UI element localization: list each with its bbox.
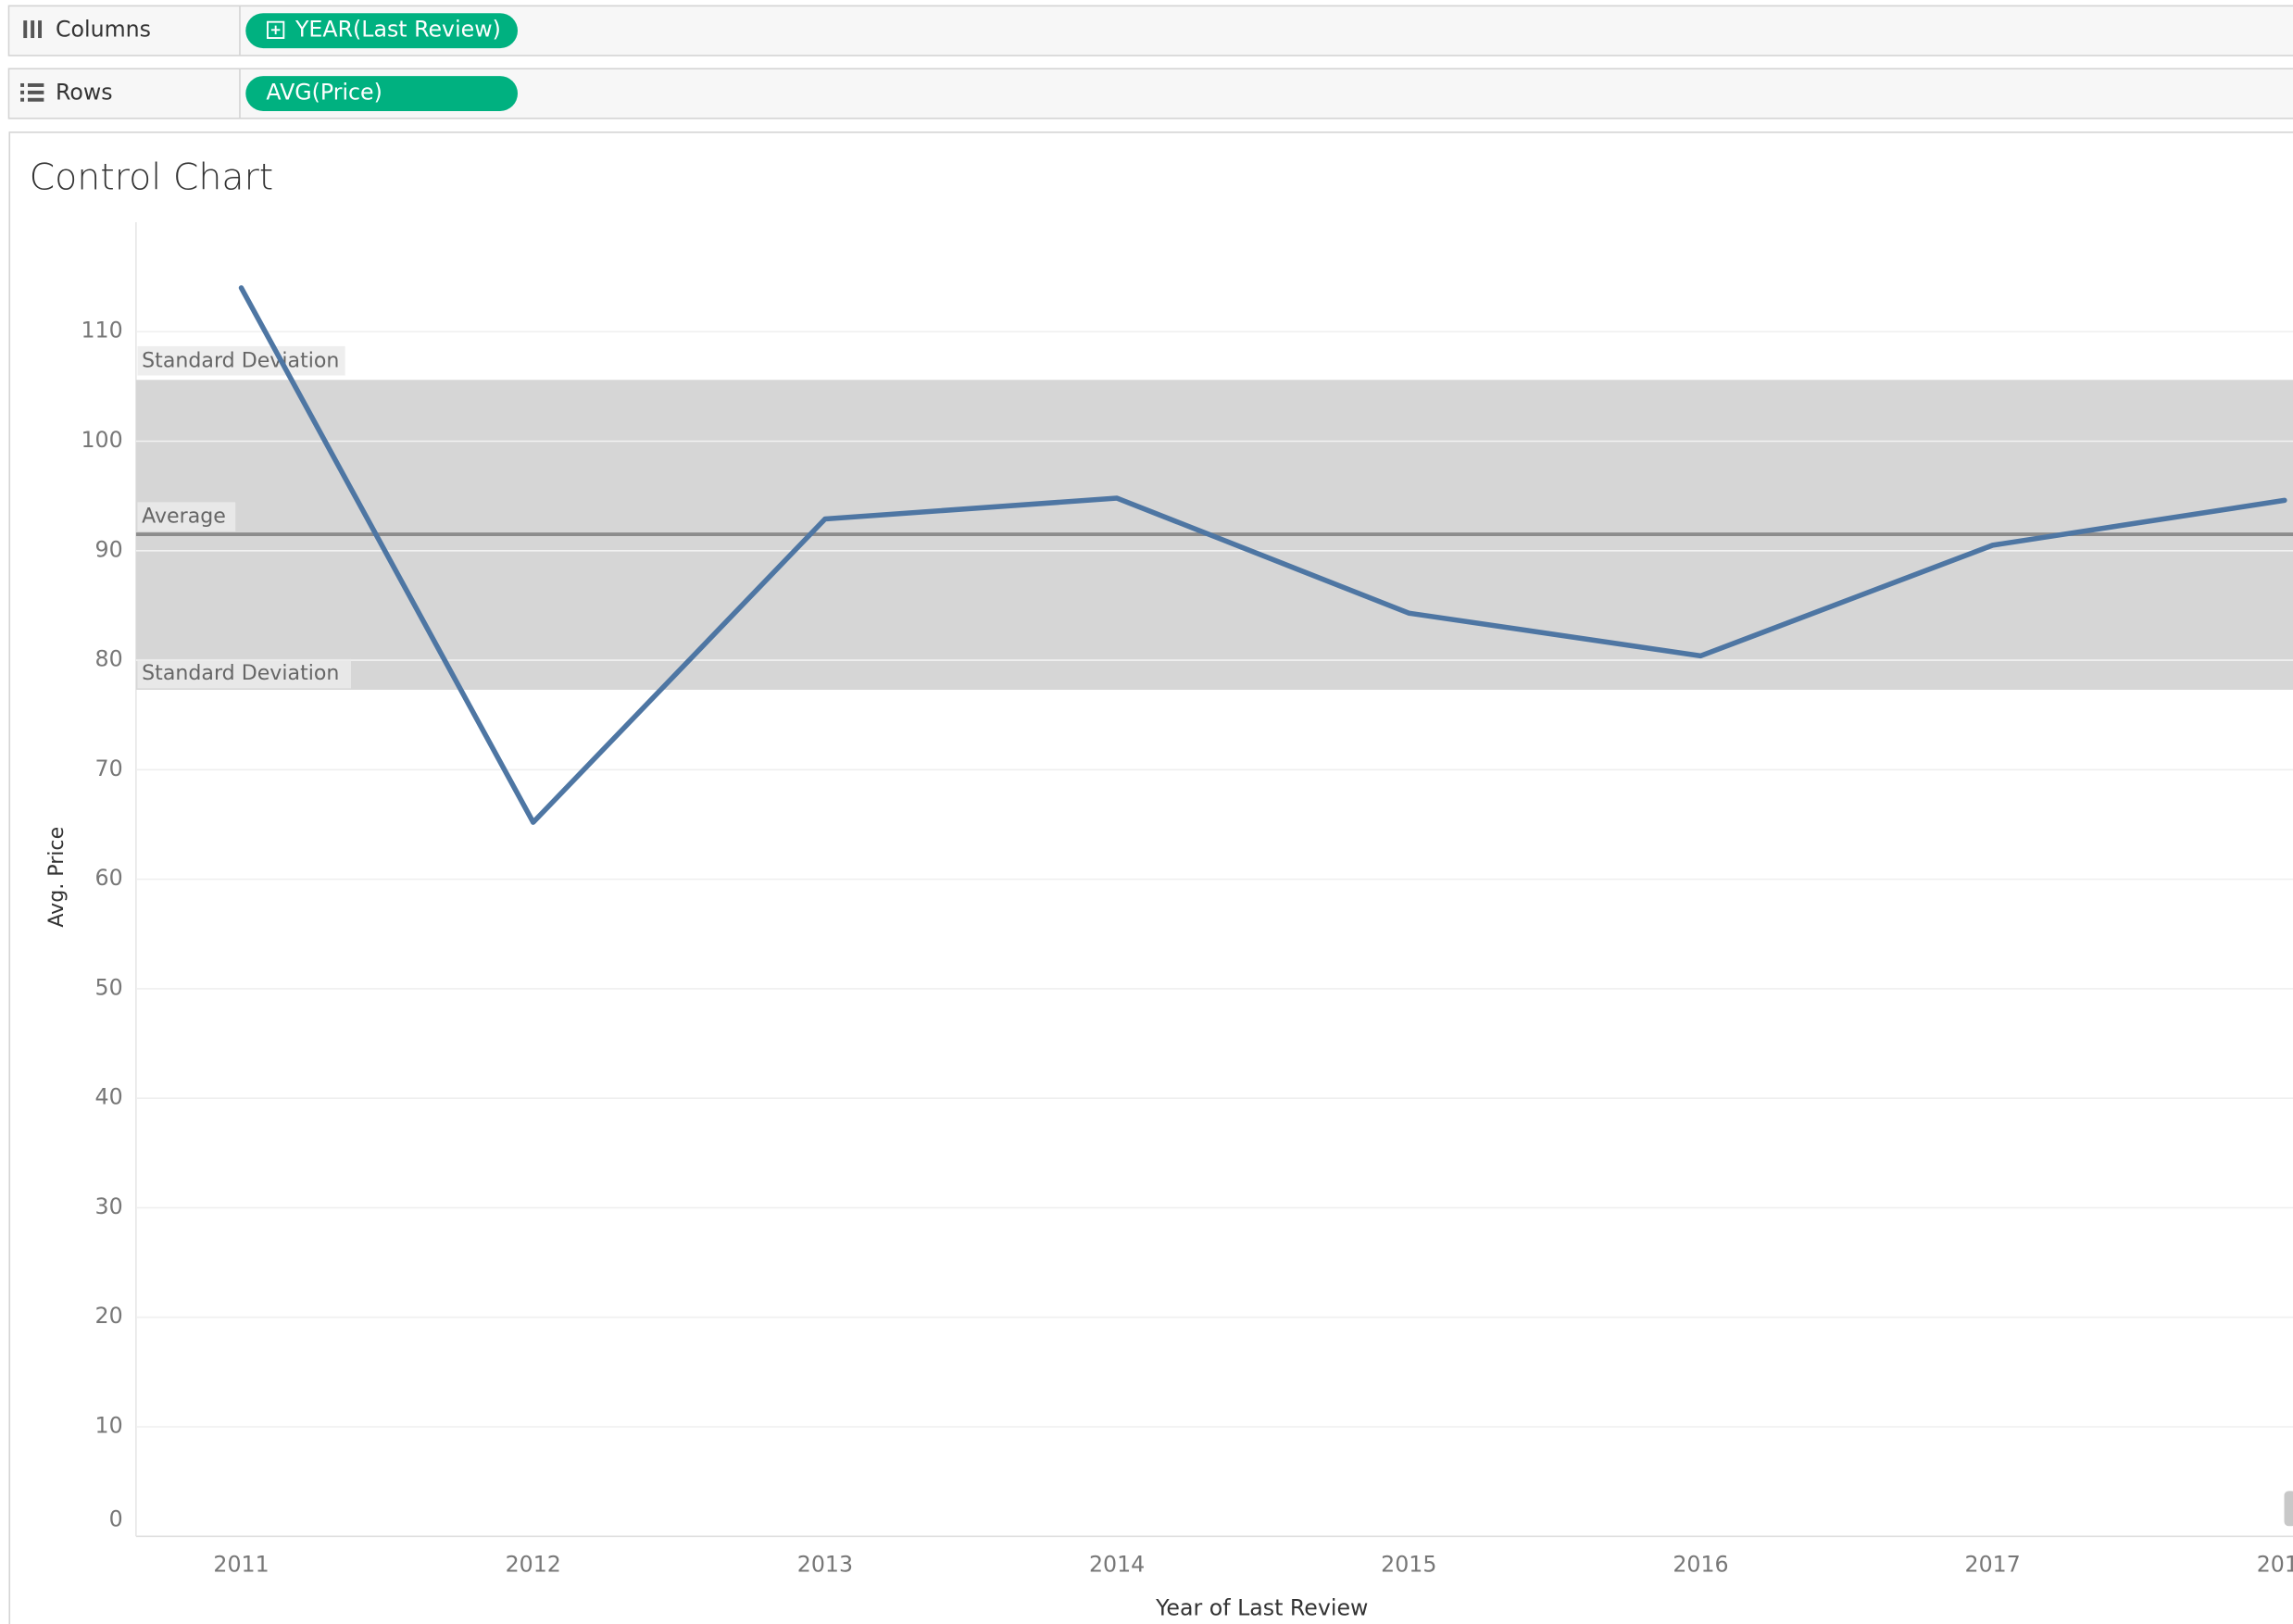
x-tick-label: 2016 [1673,1551,1728,1577]
scroll-handle[interactable] [2284,1491,2293,1527]
reference-label: Standard Deviation [142,661,339,685]
y-tick-label: 50 [95,974,123,1000]
columns-icon [23,20,43,39]
plot-area: Standard Deviation Average Standard Deviat… [135,285,2293,1538]
pill[interactable] [245,76,518,111]
pill-text: AVG(Price) [266,80,382,106]
shelf-label: Rows [56,80,113,106]
y-tick-label: 60 [95,865,123,891]
y-tick-label: 90 [95,536,123,562]
y-axis-title: Avg. Price [44,827,69,928]
x-tick-label: 2015 [1381,1551,1436,1577]
expand-icon[interactable] [267,20,285,39]
y-tick-label: 40 [95,1084,123,1110]
x-tick-label: 2018 [2257,1551,2293,1577]
chart-title: Control Chart [30,156,274,199]
reference-label: Standard Deviation [142,348,339,372]
reference-label-bg [137,658,351,689]
x-tick-label: 2014 [1089,1551,1145,1577]
shelf-label: Columns [56,17,151,43]
x-tick-label: 2017 [1965,1551,2021,1577]
pill-text: YEAR(Last Review) [294,17,501,43]
y-tick-label: 0 [109,1505,123,1531]
view-panel [8,131,2293,1624]
y-tick-label: 30 [95,1193,123,1219]
x-axis-title: Year of Last Review [1155,1595,1368,1621]
x-tick-label: 2011 [213,1551,269,1577]
y-tick-label: 20 [95,1303,123,1329]
y-tick-label: 100 [81,427,122,453]
expand-icon [270,25,281,35]
y-tick-label: 10 [95,1413,123,1439]
reference-label: Average [142,505,226,529]
y-tick-label: 80 [95,646,123,672]
reference-label-bg [137,345,345,376]
x-tick-label: 2013 [797,1551,853,1577]
data-line [238,285,2287,825]
x-tick-label: 2012 [506,1551,561,1577]
reference-label-bg [137,502,236,531]
pill[interactable] [245,13,518,49]
rows-icon [20,82,44,102]
y-tick-label: 70 [95,756,123,781]
y-tick-label: 110 [81,318,122,344]
